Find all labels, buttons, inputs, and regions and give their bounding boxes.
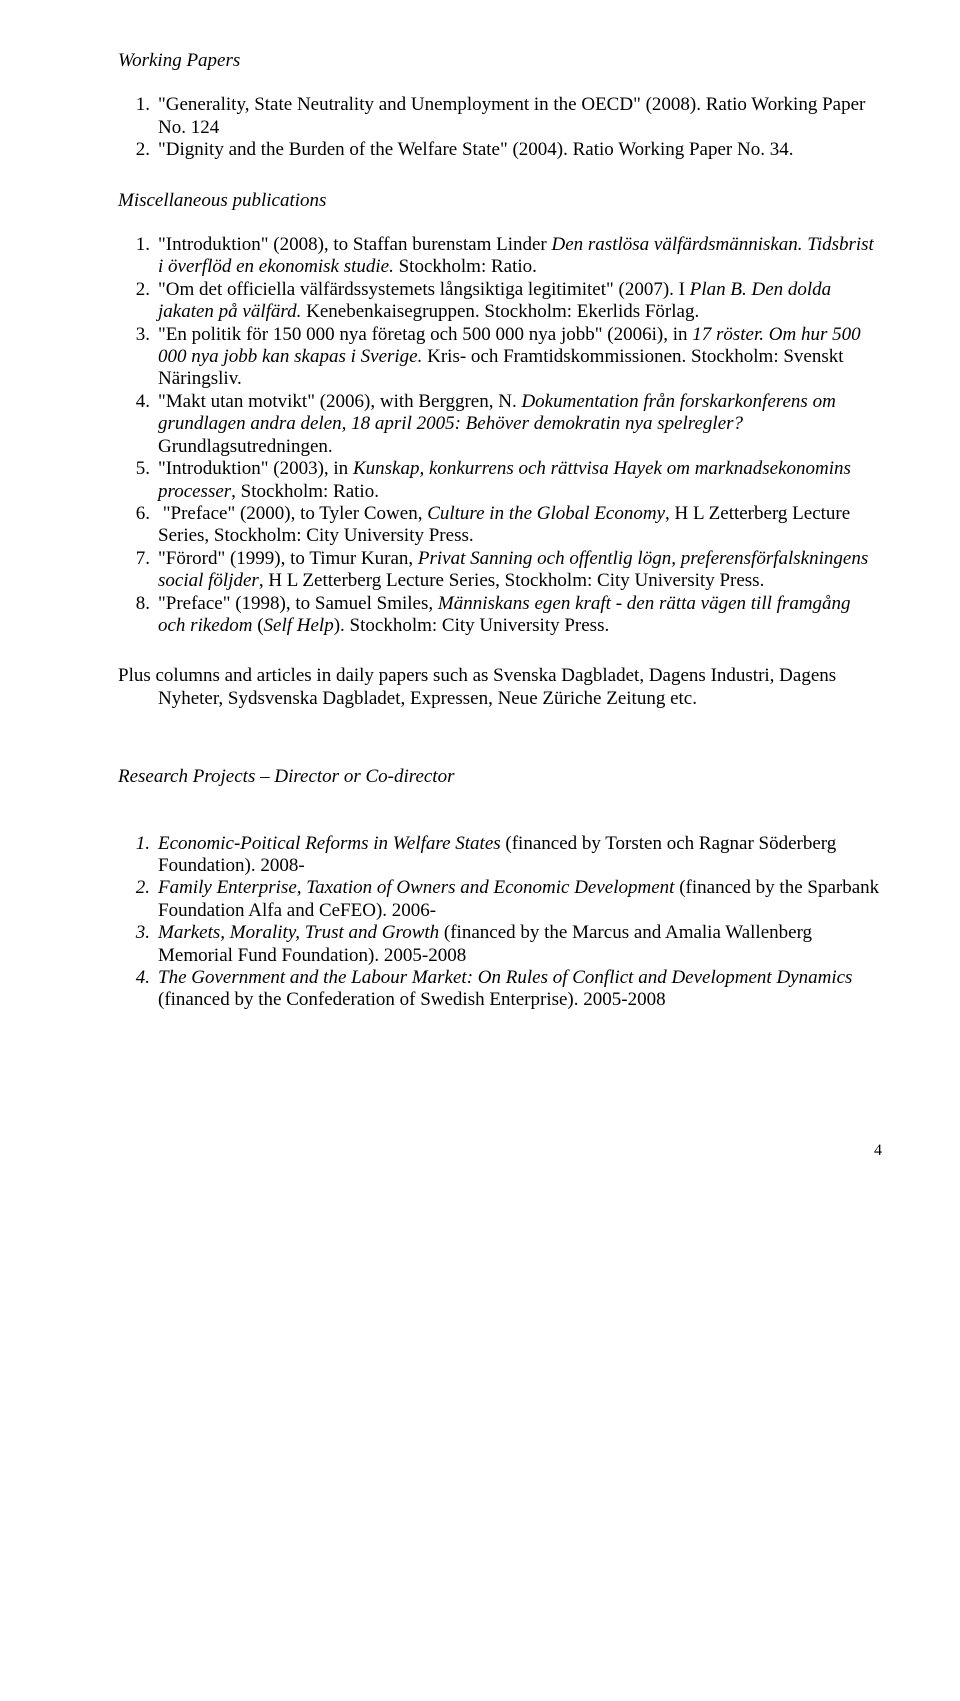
item-text: "Generality, State Neutrality and Unempl…: [158, 94, 882, 139]
working-papers-list: 1. "Generality, State Neutrality and Une…: [118, 94, 882, 161]
item-number: 5.: [118, 458, 158, 503]
item-text: Family Enterprise, Taxation of Owners an…: [158, 877, 882, 922]
misc-list: 1. "Introduktion" (2008), to Staffan bur…: [118, 234, 882, 637]
item-text: "Om det officiella välfärdssystemets lån…: [158, 279, 882, 324]
item-text: "Preface" (1998), to Samuel Smiles, Männ…: [158, 593, 882, 638]
misc-heading: Miscellaneous publications: [118, 190, 882, 212]
list-item: 5. "Introduktion" (2003), in Kunskap, ko…: [118, 458, 882, 503]
list-item: 2. Family Enterprise, Taxation of Owners…: [118, 877, 882, 922]
item-text: "Makt utan motvikt" (2006), with Berggre…: [158, 391, 882, 458]
item-text: "Dignity and the Burden of the Welfare S…: [158, 139, 882, 161]
item-text: "Introduktion" (2008), to Staffan burens…: [158, 234, 882, 279]
item-text: "Introduktion" (2003), in Kunskap, konku…: [158, 458, 882, 503]
list-item: 4. "Makt utan motvikt" (2006), with Berg…: [118, 391, 882, 458]
list-item: 2. "Om det officiella välfärdssystemets …: [118, 279, 882, 324]
list-item: 1. "Introduktion" (2008), to Staffan bur…: [118, 234, 882, 279]
item-number: 1.: [118, 833, 158, 878]
list-item: 7. "Förord" (1999), to Timur Kuran, Priv…: [118, 548, 882, 593]
item-number: 6.: [118, 503, 158, 548]
item-number: 4.: [118, 967, 158, 1012]
item-text: "Förord" (1999), to Timur Kuran, Privat …: [158, 548, 882, 593]
list-item: 2. "Dignity and the Burden of the Welfar…: [118, 139, 882, 161]
item-number: 2.: [118, 279, 158, 324]
list-item: 8. "Preface" (1998), to Samuel Smiles, M…: [118, 593, 882, 638]
item-number: 2.: [118, 877, 158, 922]
list-item: 3. Markets, Morality, Trust and Growth (…: [118, 922, 882, 967]
item-text: Economic-Poitical Reforms in Welfare Sta…: [158, 833, 882, 878]
item-number: 4.: [118, 391, 158, 458]
list-item: 4. The Government and the Labour Market:…: [118, 967, 882, 1012]
list-item: 1. Economic-Poitical Reforms in Welfare …: [118, 833, 882, 878]
item-number: 3.: [118, 324, 158, 391]
item-text: "Preface" (2000), to Tyler Cowen, Cultur…: [158, 503, 882, 548]
item-text: "En politik för 150 000 nya företag och …: [158, 324, 882, 391]
item-number: 1.: [118, 234, 158, 279]
working-papers-heading: Working Papers: [118, 50, 882, 72]
plus-paragraph: Plus columns and articles in daily paper…: [118, 665, 882, 710]
item-text: Markets, Morality, Trust and Growth (fin…: [158, 922, 882, 967]
list-item: 1. "Generality, State Neutrality and Une…: [118, 94, 882, 139]
list-item: 3. "En politik för 150 000 nya företag o…: [118, 324, 882, 391]
item-text: The Government and the Labour Market: On…: [158, 967, 882, 1012]
item-number: 3.: [118, 922, 158, 967]
item-number: 2.: [118, 139, 158, 161]
item-number: 1.: [118, 94, 158, 139]
list-item: 6. "Preface" (2000), to Tyler Cowen, Cul…: [118, 503, 882, 548]
research-heading: Research Projects – Director or Co-direc…: [118, 766, 882, 788]
item-number: 8.: [118, 593, 158, 638]
research-list: 1. Economic-Poitical Reforms in Welfare …: [118, 833, 882, 1012]
item-number: 7.: [118, 548, 158, 593]
page-number: 4: [118, 1142, 882, 1161]
